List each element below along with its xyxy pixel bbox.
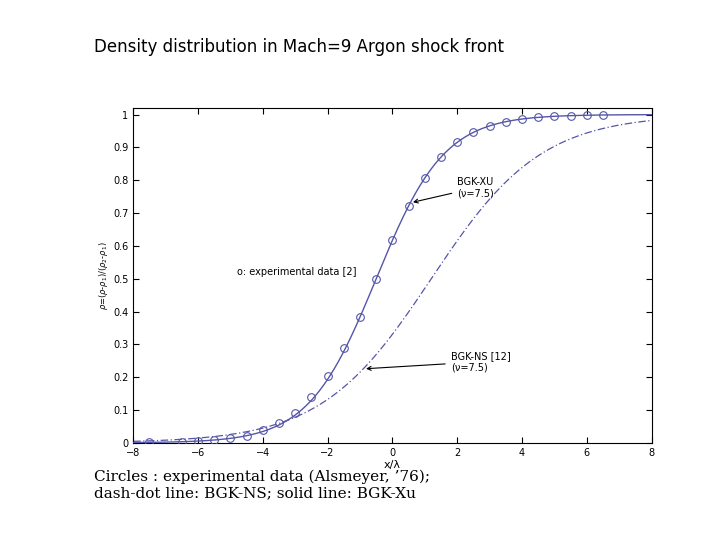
Text: Density distribution in Mach=9 Argon shock front: Density distribution in Mach=9 Argon sho…	[94, 38, 503, 56]
Y-axis label: $\rho$=($\rho$-$\rho_1$)/($\rho_2$-$\rho_1$): $\rho$=($\rho$-$\rho_1$)/($\rho_2$-$\rho…	[97, 241, 110, 310]
Text: BGK-XU
(ν=7.5): BGK-XU (ν=7.5)	[414, 177, 494, 203]
X-axis label: x/λ: x/λ	[384, 461, 401, 470]
Text: BGK-NS [12]
(ν=7.5): BGK-NS [12] (ν=7.5)	[367, 351, 510, 373]
Text: o: experimental data [2]: o: experimental data [2]	[237, 267, 356, 277]
Text: Circles : experimental data (Alsmeyer, ’76);
dash-dot line: BGK-NS; solid line: : Circles : experimental data (Alsmeyer, ’…	[94, 470, 430, 501]
